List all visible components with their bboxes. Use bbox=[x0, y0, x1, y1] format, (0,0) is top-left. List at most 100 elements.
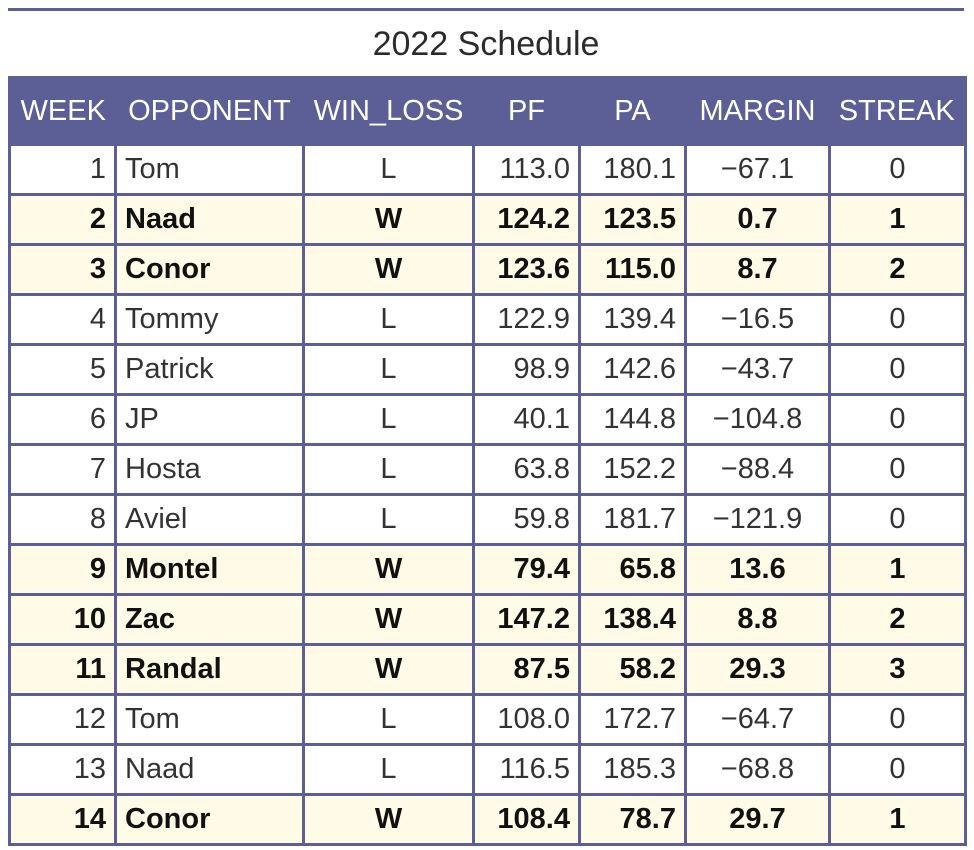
cell-opponent: Tom bbox=[114, 143, 305, 196]
cell-pa: 58.2 bbox=[578, 643, 687, 696]
cell-opponent: Aviel bbox=[114, 493, 305, 546]
cell-win-loss: W bbox=[302, 243, 475, 296]
cell-pa: 142.6 bbox=[578, 343, 687, 396]
cell-streak: 0 bbox=[828, 443, 967, 496]
table-row: 2 Naad W 124.2 123.5 0.7 1 bbox=[8, 193, 967, 246]
top-rule bbox=[8, 8, 964, 11]
column-header-pf: PF bbox=[473, 77, 580, 145]
column-header-win-loss: WIN_LOSS bbox=[303, 77, 474, 145]
cell-streak: 0 bbox=[828, 143, 967, 196]
cell-opponent: Conor bbox=[114, 793, 305, 846]
cell-pf: 108.0 bbox=[472, 693, 581, 746]
cell-week: 7 bbox=[8, 443, 117, 496]
cell-pa: 139.4 bbox=[578, 293, 687, 346]
column-header-streak: STREAK bbox=[829, 77, 966, 145]
cell-win-loss: W bbox=[302, 643, 475, 696]
cell-streak: 1 bbox=[828, 543, 967, 596]
cell-streak: 2 bbox=[828, 243, 967, 296]
table-row: 6 JP L 40.1 144.8 −104.8 0 bbox=[8, 393, 967, 446]
cell-streak: 1 bbox=[828, 793, 967, 846]
cell-win-loss: L bbox=[302, 693, 475, 746]
cell-opponent: Hosta bbox=[114, 443, 305, 496]
cell-margin: 8.8 bbox=[684, 593, 831, 646]
cell-win-loss: L bbox=[302, 293, 475, 346]
cell-margin: 8.7 bbox=[684, 243, 831, 296]
cell-win-loss: L bbox=[302, 393, 475, 446]
cell-win-loss: W bbox=[302, 193, 475, 246]
column-header-margin: MARGIN bbox=[685, 77, 830, 145]
cell-week: 14 bbox=[8, 793, 117, 846]
cell-pf: 63.8 bbox=[472, 443, 581, 496]
table-row: 4 Tommy L 122.9 139.4 −16.5 0 bbox=[8, 293, 967, 346]
cell-streak: 3 bbox=[828, 643, 967, 696]
cell-pa: 138.4 bbox=[578, 593, 687, 646]
cell-margin: −88.4 bbox=[684, 443, 831, 496]
cell-week: 9 bbox=[8, 543, 117, 596]
column-header-opponent: OPPONENT bbox=[115, 77, 304, 145]
cell-opponent: Conor bbox=[114, 243, 305, 296]
table-row: 5 Patrick L 98.9 142.6 −43.7 0 bbox=[8, 343, 967, 396]
schedule-table: WEEK OPPONENT WIN_LOSS PF PA MARGIN STRE… bbox=[8, 76, 967, 846]
cell-week: 1 bbox=[8, 143, 117, 196]
cell-streak: 0 bbox=[828, 393, 967, 446]
cell-opponent: Naad bbox=[114, 743, 305, 796]
cell-streak: 0 bbox=[828, 743, 967, 796]
cell-opponent: Randal bbox=[114, 643, 305, 696]
cell-opponent: Tom bbox=[114, 693, 305, 746]
cell-pf: 40.1 bbox=[472, 393, 581, 446]
cell-win-loss: L bbox=[302, 143, 475, 196]
cell-opponent: JP bbox=[114, 393, 305, 446]
header-row: WEEK OPPONENT WIN_LOSS PF PA MARGIN STRE… bbox=[9, 77, 966, 145]
cell-margin: −16.5 bbox=[684, 293, 831, 346]
cell-margin: −43.7 bbox=[684, 343, 831, 396]
cell-win-loss: W bbox=[302, 543, 475, 596]
table-row: 13 Naad L 116.5 185.3 −68.8 0 bbox=[8, 743, 967, 796]
cell-pf: 116.5 bbox=[472, 743, 581, 796]
cell-pa: 180.1 bbox=[578, 143, 687, 196]
cell-pa: 144.8 bbox=[578, 393, 687, 446]
cell-week: 2 bbox=[8, 193, 117, 246]
cell-pa: 152.2 bbox=[578, 443, 687, 496]
table-header: WEEK OPPONENT WIN_LOSS PF PA MARGIN STRE… bbox=[9, 77, 966, 145]
cell-pa: 65.8 bbox=[578, 543, 687, 596]
cell-week: 4 bbox=[8, 293, 117, 346]
cell-week: 13 bbox=[8, 743, 117, 796]
cell-pf: 113.0 bbox=[472, 143, 581, 196]
cell-pa: 115.0 bbox=[578, 243, 687, 296]
cell-streak: 0 bbox=[828, 493, 967, 546]
cell-streak: 0 bbox=[828, 343, 967, 396]
column-header-pa: PA bbox=[579, 77, 686, 145]
cell-pf: 124.2 bbox=[472, 193, 581, 246]
table-row: 11 Randal W 87.5 58.2 29.3 3 bbox=[8, 643, 967, 696]
cell-margin: −68.8 bbox=[684, 743, 831, 796]
table-row: 3 Conor W 123.6 115.0 8.7 2 bbox=[8, 243, 967, 296]
table-row: 1 Tom L 113.0 180.1 −67.1 0 bbox=[8, 143, 967, 196]
cell-win-loss: L bbox=[302, 493, 475, 546]
cell-opponent: Montel bbox=[114, 543, 305, 596]
table-row: 14 Conor W 108.4 78.7 29.7 1 bbox=[8, 793, 967, 846]
cell-margin: −67.1 bbox=[684, 143, 831, 196]
cell-margin: −121.9 bbox=[684, 493, 831, 546]
cell-pf: 87.5 bbox=[472, 643, 581, 696]
cell-pf: 108.4 bbox=[472, 793, 581, 846]
cell-margin: −64.7 bbox=[684, 693, 831, 746]
cell-win-loss: L bbox=[302, 343, 475, 396]
table-body: 1 Tom L 113.0 180.1 −67.1 0 2 Naad W 124.2 123.5 0.7… bbox=[8, 143, 967, 846]
cell-pa: 181.7 bbox=[578, 493, 687, 546]
cell-week: 10 bbox=[8, 593, 117, 646]
cell-pa: 185.3 bbox=[578, 743, 687, 796]
cell-win-loss: W bbox=[302, 793, 475, 846]
cell-opponent: Patrick bbox=[114, 343, 305, 396]
cell-win-loss: L bbox=[302, 443, 475, 496]
column-header-week: WEEK bbox=[9, 77, 116, 145]
cell-week: 11 bbox=[8, 643, 117, 696]
cell-week: 3 bbox=[8, 243, 117, 296]
cell-pa: 172.7 bbox=[578, 693, 687, 746]
cell-streak: 1 bbox=[828, 193, 967, 246]
cell-margin: 0.7 bbox=[684, 193, 831, 246]
cell-week: 12 bbox=[8, 693, 117, 746]
table-row: 12 Tom L 108.0 172.7 −64.7 0 bbox=[8, 693, 967, 746]
cell-week: 6 bbox=[8, 393, 117, 446]
cell-pf: 122.9 bbox=[472, 293, 581, 346]
